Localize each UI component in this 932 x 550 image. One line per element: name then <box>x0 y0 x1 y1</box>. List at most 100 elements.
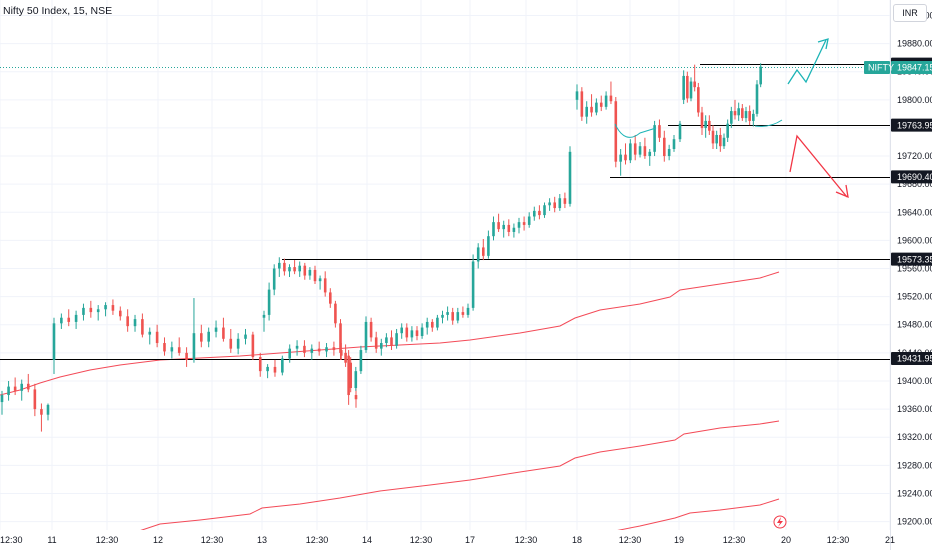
currency-button[interactable]: INR <box>893 4 927 22</box>
candle-body <box>385 337 388 344</box>
candle-body <box>471 261 475 308</box>
level-price-label-bg <box>891 170 932 184</box>
candle-body <box>236 338 240 349</box>
candle-body <box>364 321 368 351</box>
chart-title: Nifty 50 Index, 15, NSE <box>3 5 113 17</box>
candle-body <box>74 314 78 322</box>
bullish-arrowhead[interactable] <box>817 38 829 50</box>
candle-body <box>222 327 225 339</box>
symbol-tag: NIFTY <box>868 63 894 73</box>
level-price-label: 19573.35 <box>897 254 932 264</box>
candle-body <box>89 307 93 313</box>
candle-body <box>748 111 751 121</box>
time-tick-label: 12 <box>153 535 163 545</box>
price-tick-label: 19640.00 <box>897 207 932 217</box>
candle-body <box>599 102 603 107</box>
candle-body <box>293 267 296 272</box>
bearish-arrowhead[interactable] <box>835 184 849 199</box>
candle-body <box>482 247 485 256</box>
candle-body <box>451 312 454 321</box>
candle-body <box>737 108 740 116</box>
candle-body <box>272 268 276 290</box>
candle-body <box>111 305 115 311</box>
candle-body <box>288 267 291 272</box>
candle-body <box>354 395 358 400</box>
price-tick-label: 19880.00 <box>897 39 932 49</box>
candle-body <box>466 307 470 315</box>
candle-body <box>33 389 37 410</box>
candle-body <box>148 331 152 335</box>
moving-average-line-1 <box>0 271 780 396</box>
time-tick-label: 12:30 <box>410 535 433 545</box>
candle-body <box>609 95 613 102</box>
time-tick-label: 11 <box>47 535 56 545</box>
candle-body <box>456 312 460 321</box>
candle-body <box>719 134 722 147</box>
price-axis[interactable]: 19200.00 19240.00 19280.00 19320.00 19360.00… <box>890 0 932 550</box>
candle-body <box>46 404 50 415</box>
time-axis[interactable]: 12:30 11 12:30 12 12:30 13 12:30 14 12:30 17 12:30… <box>0 530 895 550</box>
price-tick-label: 19400.00 <box>897 376 932 386</box>
candle-body <box>332 347 336 351</box>
candle-body <box>672 139 676 150</box>
candle-body <box>752 113 755 121</box>
candle-body <box>20 383 24 391</box>
candle-body <box>40 409 43 415</box>
pattern-curve-right[interactable] <box>754 119 783 127</box>
price-tick-label: 19520.00 <box>897 292 932 302</box>
candle-body <box>638 146 642 155</box>
candle-body <box>575 91 579 100</box>
candle-body <box>281 358 284 373</box>
candle-body <box>726 123 729 138</box>
candle-body <box>258 357 262 372</box>
candle-body <box>730 111 733 124</box>
candle-body <box>163 343 166 352</box>
candle-body <box>619 154 622 162</box>
candle-body <box>533 210 536 217</box>
candle-body <box>629 143 632 161</box>
candle-body <box>522 222 526 225</box>
price-tick-label: 19280.00 <box>897 460 932 470</box>
candle-body <box>658 125 661 138</box>
drawings[interactable] <box>614 38 849 529</box>
last-price-label: 19847.15 <box>897 63 932 73</box>
candle-body <box>349 362 352 389</box>
price-tick-label: 19360.00 <box>897 404 932 414</box>
candle-body <box>744 111 748 119</box>
candle-body <box>60 317 63 324</box>
candle-body <box>604 95 608 107</box>
candle-body <box>26 383 30 390</box>
candlesticks <box>0 63 762 432</box>
candle-body <box>325 347 328 352</box>
candle-body <box>700 112 704 128</box>
price-tick-label: 19240.00 <box>897 488 932 498</box>
candle-body <box>715 134 718 144</box>
candle-body <box>527 216 531 225</box>
candle-body <box>374 337 378 349</box>
bearish-projection-line[interactable] <box>789 134 848 198</box>
candle-body <box>568 151 572 204</box>
time-tick-label: 12:30 <box>0 535 23 545</box>
bullish-projection-line[interactable] <box>787 39 827 85</box>
candle-body <box>329 292 332 304</box>
candle-body <box>563 198 567 204</box>
candle-body <box>390 337 393 346</box>
candle-body <box>538 210 541 216</box>
moving-average-line-2 <box>129 420 780 535</box>
level-price-label-bg <box>891 252 932 266</box>
price-tick-label: 19200.00 <box>897 517 932 527</box>
moving-averages <box>0 271 780 537</box>
candle-body <box>476 247 480 262</box>
candle-body <box>711 130 715 144</box>
time-tick-label: 12:30 <box>201 535 224 545</box>
candle-body <box>104 305 107 310</box>
candle-body <box>595 102 598 113</box>
candle-body <box>354 371 358 389</box>
time-tick-label: 12:30 <box>306 535 329 545</box>
horizontal-levels[interactable] <box>0 64 890 360</box>
candle-body <box>697 87 700 113</box>
level-price-label-bg <box>891 352 932 366</box>
candle-body <box>273 366 277 373</box>
pattern-curve-left[interactable] <box>614 123 657 138</box>
